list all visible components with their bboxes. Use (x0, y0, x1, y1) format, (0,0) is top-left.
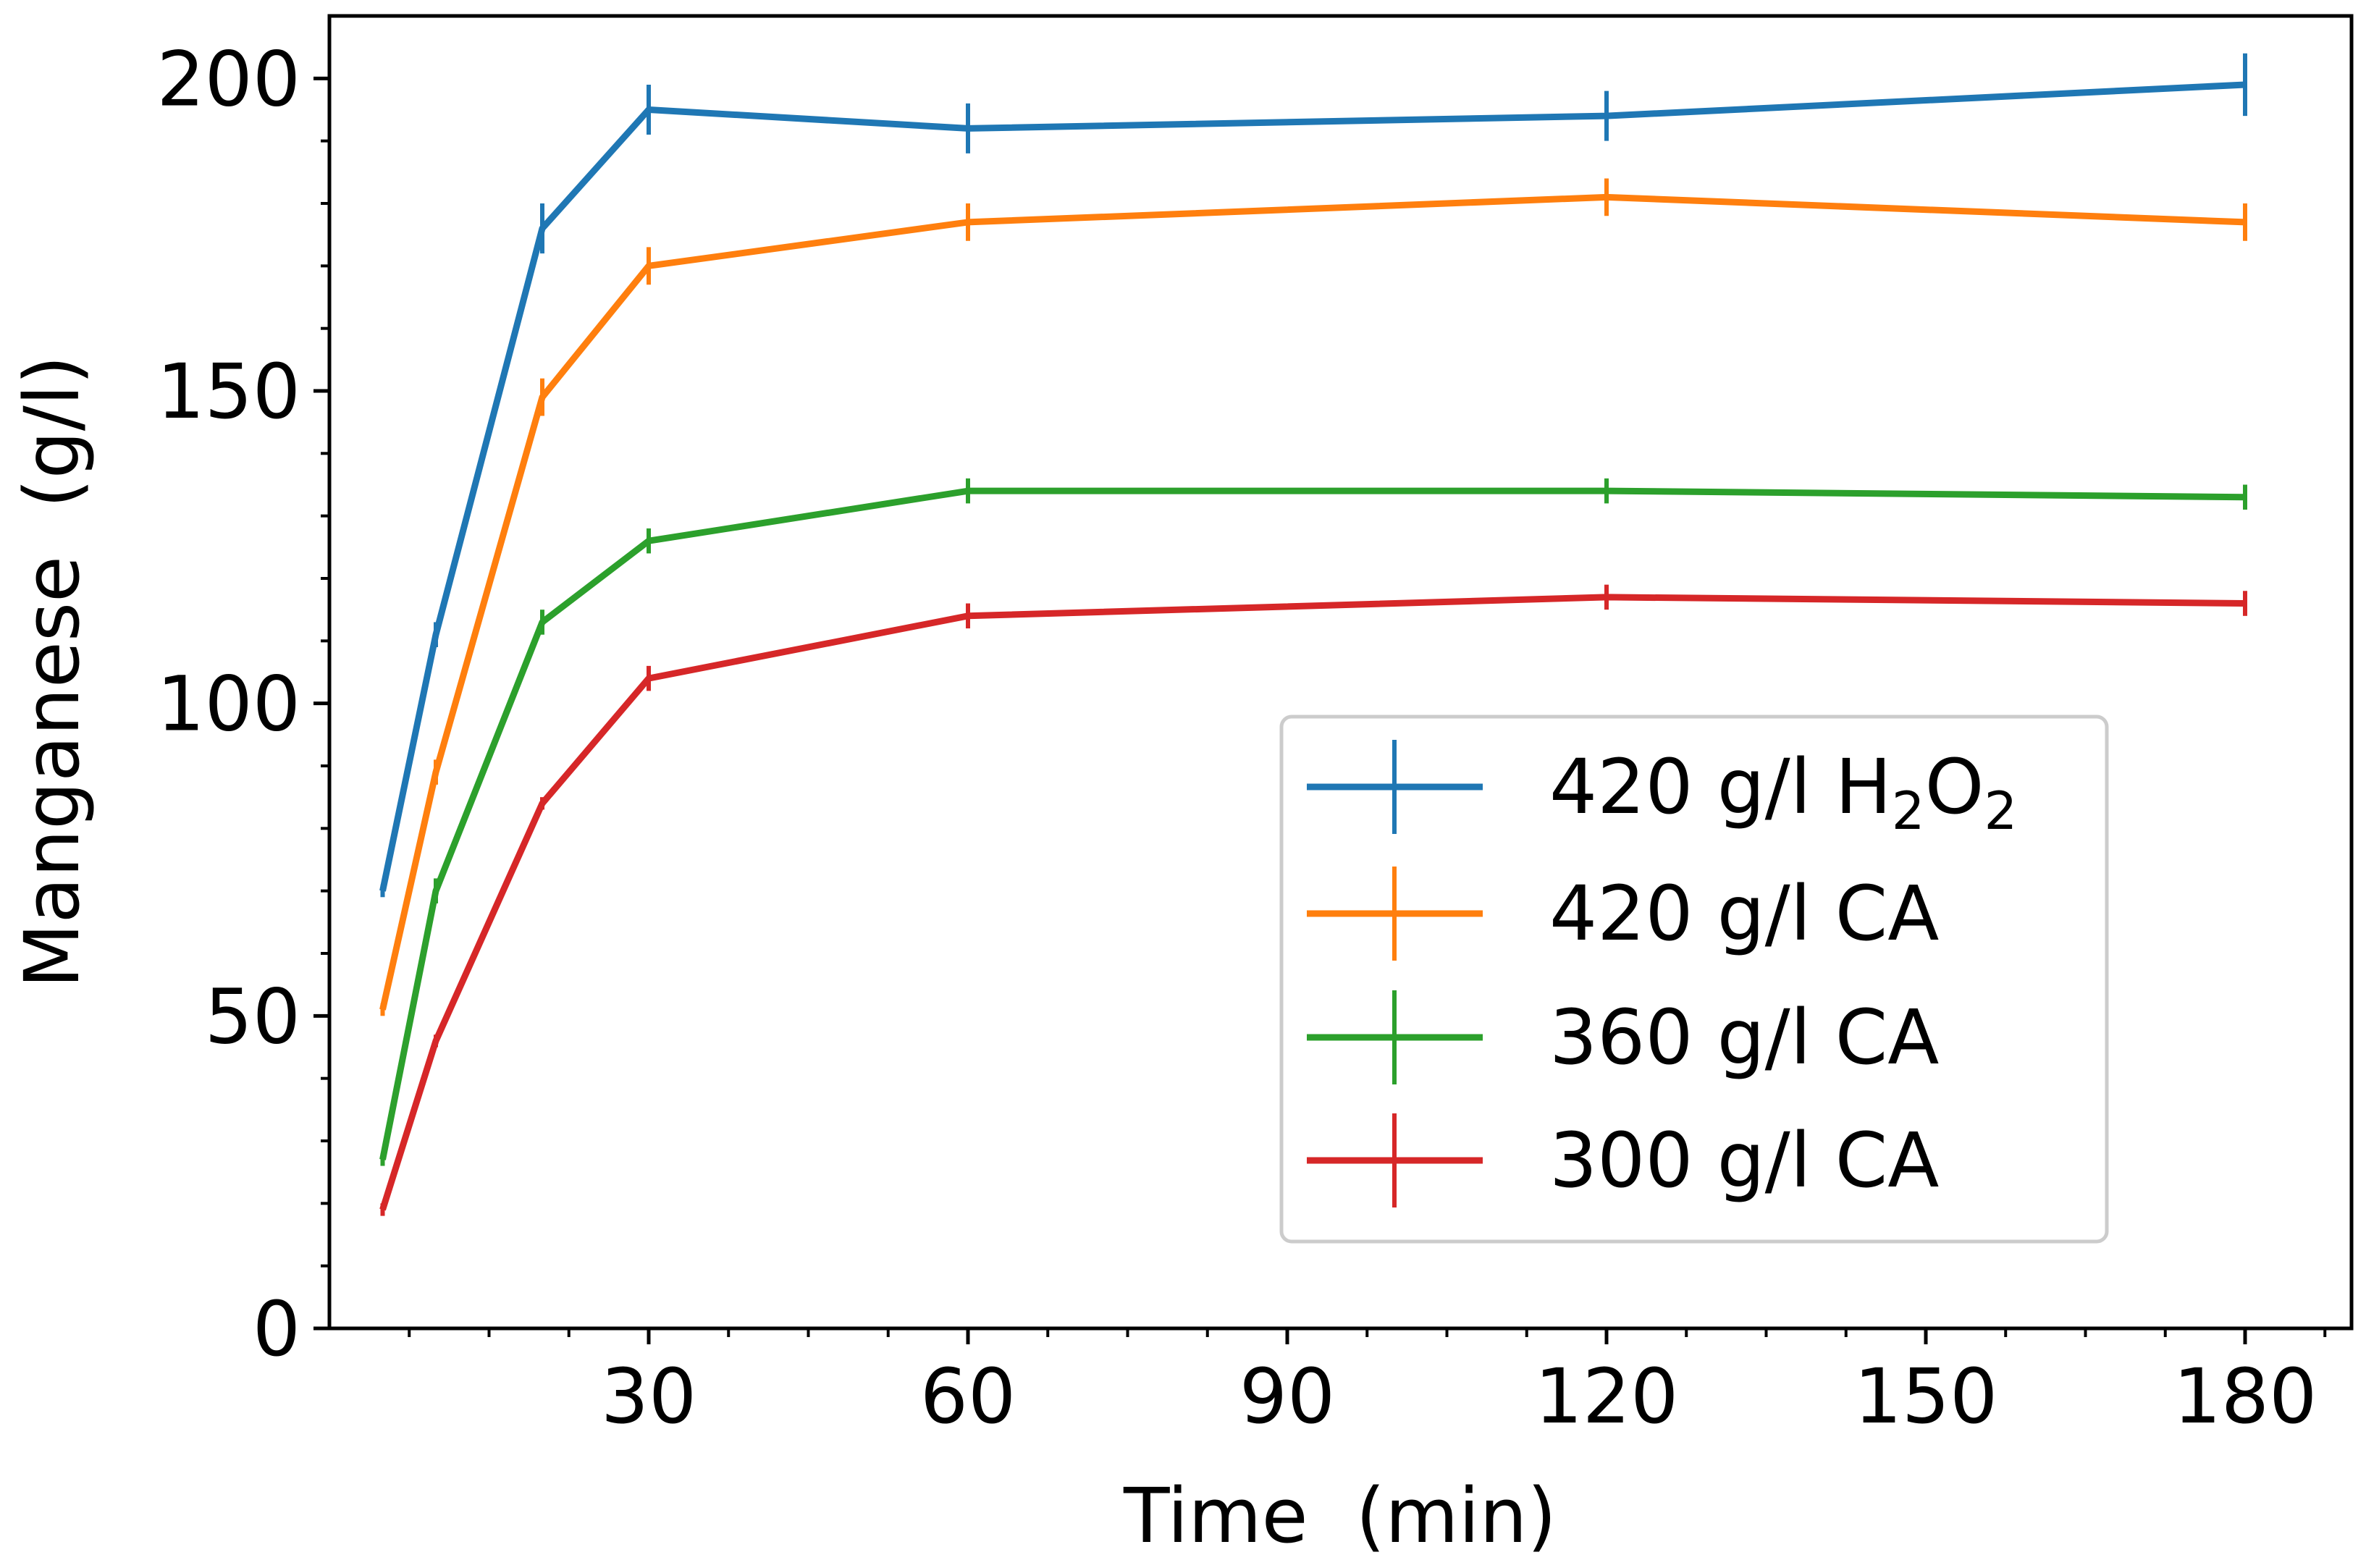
y-axis-ticks: 0 50 100 150 200 (156, 35, 329, 1373)
legend: 420 g/l H2O2 420 g/l CA 360 g/l CA 300 g… (1279, 715, 2109, 1244)
legend-label-h2o2: 420 g/l H2O2 (1549, 743, 2017, 841)
plot-area (327, 14, 2354, 1331)
legend-label-300-ca: 300 g/l CA (1549, 1116, 1939, 1205)
data-point (647, 264, 651, 269)
data-point (1604, 114, 1609, 119)
data-point (2243, 82, 2247, 87)
x-tick-label: 30 (601, 1352, 696, 1441)
y-tick-label: 150 (156, 347, 300, 436)
data-point (380, 1157, 385, 1162)
legend-entry-300-ca: 300 g/l CA (1307, 1113, 1939, 1207)
x-tick-label: 90 (1239, 1352, 1335, 1441)
x-tick-label: 120 (1535, 1352, 1679, 1441)
data-point (1604, 489, 1609, 494)
legend-entry-420-ca: 420 g/l CA (1307, 867, 1939, 961)
legend-box (1279, 715, 2109, 1244)
data-point (2243, 601, 2247, 606)
x-tick-label: 180 (2173, 1352, 2317, 1441)
data-point (966, 126, 970, 131)
x-tick-label: 150 (1854, 1352, 1998, 1441)
y-tick-label: 200 (156, 35, 300, 123)
data-point (647, 107, 651, 112)
data-point (540, 801, 544, 806)
data-point (540, 395, 544, 400)
data-point (1604, 594, 1609, 599)
x-tick-label: 60 (920, 1352, 1016, 1441)
series-3 (379, 584, 2247, 1216)
legend-entry-360-ca: 360 g/l CA (1307, 990, 1939, 1084)
data-point (647, 676, 651, 681)
legend-label-360-ca: 360 g/l CA (1549, 993, 1939, 1082)
data-point (434, 632, 438, 637)
data-point (1604, 195, 1609, 200)
series-2 (379, 478, 2247, 1166)
data-point (434, 1038, 438, 1043)
series-layer (379, 53, 2247, 1216)
data-point (647, 539, 651, 544)
data-point (2243, 219, 2247, 224)
data-point (2243, 494, 2247, 500)
y-axis-title: Manganese (g/l) (8, 355, 96, 988)
data-point (380, 1007, 385, 1012)
y-tick-label: 100 (156, 660, 300, 749)
legend-label-h2o2-main: 420 g/l H (1549, 743, 1892, 831)
data-point (380, 1207, 385, 1212)
data-point (434, 770, 438, 775)
legend-label-420-ca: 420 g/l CA (1549, 869, 1939, 958)
legend-label-h2o2-mid: O (1925, 743, 1984, 831)
data-point (540, 620, 544, 625)
data-point (966, 613, 970, 618)
x-axis-ticks: 30 60 90 120 150 180 (408, 1328, 2327, 1441)
x-axis-title: Time (min) (1123, 1472, 1557, 1560)
legend-label-h2o2-sub1: 2 (1892, 780, 1925, 841)
legend-label-h2o2-sub2: 2 (1984, 780, 2017, 841)
series-1 (379, 178, 2247, 1016)
data-point (540, 226, 544, 231)
data-point (380, 888, 385, 893)
data-point (966, 489, 970, 494)
y-tick-label: 0 (253, 1285, 300, 1373)
y-tick-label: 50 (205, 972, 300, 1061)
series-0 (379, 53, 2247, 898)
data-point (434, 888, 438, 893)
legend-entry-h2o2: 420 g/l H2O2 (1307, 740, 2017, 841)
data-point (966, 219, 970, 224)
